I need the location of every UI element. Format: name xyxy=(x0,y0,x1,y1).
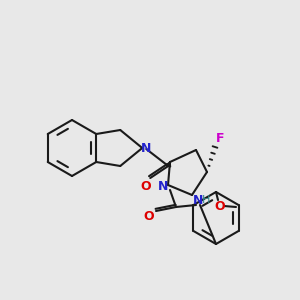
Text: F: F xyxy=(216,133,224,146)
Text: N: N xyxy=(193,194,203,206)
Text: N: N xyxy=(158,181,168,194)
Text: O: O xyxy=(215,200,225,212)
Polygon shape xyxy=(166,162,170,167)
Text: O: O xyxy=(140,179,151,193)
Text: H: H xyxy=(202,195,210,205)
Text: N: N xyxy=(141,142,152,154)
Text: O: O xyxy=(144,209,154,223)
